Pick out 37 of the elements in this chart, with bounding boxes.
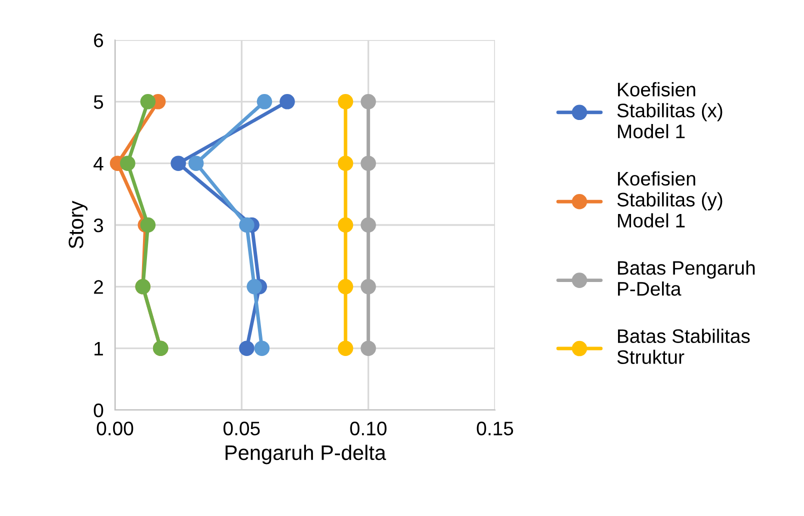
point (360, 340, 376, 356)
x-axis-title: Pengaruh P-delta (226, 444, 386, 464)
point (239, 340, 254, 356)
y-tick-label: 0 (94, 403, 104, 418)
y-tick-label: 6 (94, 33, 104, 48)
point (338, 279, 354, 294)
point (338, 156, 354, 171)
y-tick-label: 2 (94, 280, 103, 294)
legend-label: Koefisien Stabilitas (x) Model 1 (617, 82, 722, 138)
point (188, 156, 204, 171)
y-tick-label: 4 (94, 157, 104, 170)
legend-label: Batas Pengaruh P-Delta (618, 260, 755, 296)
y-axis-title: Story (68, 200, 88, 248)
point (280, 94, 295, 110)
point (256, 94, 272, 110)
legend-label: Koefisien Stabilitas (y) Model 1 (617, 171, 722, 228)
point (360, 217, 376, 233)
y-tick-label: 1 (94, 342, 103, 356)
x-tick-label: 0.15 (476, 422, 514, 436)
point (254, 340, 270, 356)
point (360, 156, 376, 171)
y-tick-label: 3 (94, 218, 104, 232)
point (338, 94, 354, 110)
point (120, 156, 136, 171)
x-tick-label: 0.00 (96, 422, 134, 436)
x-tick-label: 0.05 (224, 422, 260, 436)
point (360, 94, 376, 110)
point (338, 217, 354, 233)
point (239, 217, 254, 233)
point (338, 340, 354, 356)
point (170, 156, 186, 171)
point (246, 279, 262, 294)
y-tick-label: 5 (94, 95, 104, 109)
legend-label: Batas Stabilitas Struktur (617, 328, 750, 364)
point (360, 279, 376, 294)
x-tick-label: 0.10 (350, 422, 386, 436)
point (140, 94, 156, 110)
